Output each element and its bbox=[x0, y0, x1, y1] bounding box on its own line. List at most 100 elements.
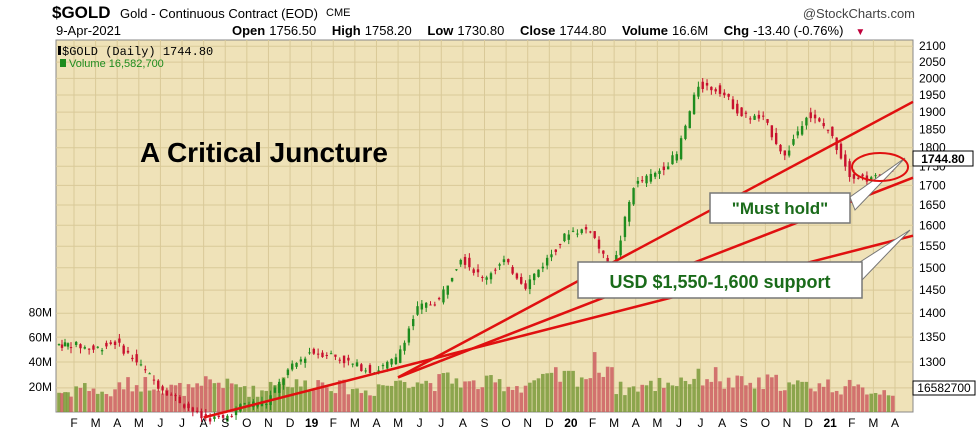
price-tick-label: 2100 bbox=[919, 39, 946, 53]
volume-bar bbox=[385, 385, 390, 412]
volume-bar bbox=[458, 387, 463, 412]
candle-body bbox=[165, 390, 169, 396]
volume-bar bbox=[692, 378, 696, 412]
volume-bar bbox=[100, 391, 104, 412]
candle-body bbox=[753, 115, 756, 120]
volume-bar bbox=[139, 391, 143, 412]
candle-body bbox=[135, 354, 138, 363]
volume-bar bbox=[126, 377, 130, 412]
volume-bar bbox=[104, 394, 109, 412]
volume-bar bbox=[532, 380, 536, 412]
volume-bar bbox=[216, 382, 221, 412]
candle-body bbox=[191, 407, 195, 412]
volume-bar bbox=[791, 384, 796, 412]
candle-body bbox=[796, 131, 799, 136]
candle-body bbox=[494, 269, 497, 271]
down-triangle-icon: ▼ bbox=[855, 27, 866, 38]
symbol: $GOLD bbox=[52, 3, 111, 22]
candle-body bbox=[265, 404, 268, 406]
last-price-tag: 1744.80 bbox=[921, 152, 965, 166]
time-tick-label: M bbox=[609, 416, 619, 430]
candle-body bbox=[671, 155, 674, 165]
candle-body bbox=[636, 180, 640, 184]
candle-body bbox=[701, 81, 704, 89]
chg-value: -13.40 (-0.76%) bbox=[753, 23, 844, 38]
volume-bar bbox=[63, 392, 67, 412]
price-tick-label: 1700 bbox=[919, 178, 946, 192]
candle-body bbox=[316, 353, 320, 355]
candle-body bbox=[554, 249, 557, 252]
volume-bar bbox=[744, 385, 748, 412]
volume-bar bbox=[519, 392, 524, 412]
candle-body bbox=[641, 180, 644, 182]
volume-bar bbox=[679, 377, 683, 412]
candle-body bbox=[459, 259, 462, 265]
candle-body bbox=[96, 346, 99, 348]
volume-bar bbox=[381, 385, 385, 412]
candle-body bbox=[57, 344, 61, 346]
volume-bar bbox=[592, 352, 597, 412]
candle-body bbox=[291, 363, 294, 370]
time-tick-label: F bbox=[70, 416, 77, 430]
time-tick-label: F bbox=[330, 416, 337, 430]
candle-body bbox=[217, 415, 220, 418]
volume-bar bbox=[389, 385, 394, 412]
volume-bar bbox=[623, 395, 627, 412]
candle-body bbox=[347, 357, 350, 361]
volume-bar bbox=[662, 387, 666, 412]
volume-bar bbox=[808, 388, 813, 412]
volume-bar bbox=[191, 387, 195, 412]
volume-bar bbox=[657, 377, 662, 412]
candle-body bbox=[861, 174, 864, 177]
volume-bar bbox=[467, 381, 472, 412]
volume-bar bbox=[800, 381, 804, 412]
time-tick-label: A bbox=[718, 416, 726, 430]
time-tick-label: D bbox=[545, 416, 554, 430]
candle-body bbox=[325, 354, 328, 357]
volume-bar bbox=[700, 385, 705, 412]
time-tick-label: N bbox=[264, 416, 273, 430]
volume-bar bbox=[333, 393, 338, 412]
volume-bar bbox=[242, 386, 247, 412]
volume-bar bbox=[566, 370, 571, 412]
volume-bar bbox=[299, 386, 303, 412]
volume-bar bbox=[484, 375, 489, 412]
time-axis: F M A M J J A S O N D 19 F M A M J J A S O N D 20 F M A M J J A S O N D 21 F… bbox=[70, 416, 899, 430]
candle-body bbox=[489, 273, 493, 280]
must-hold-pointer bbox=[849, 157, 906, 211]
candle-body bbox=[705, 82, 709, 86]
time-tick-label: N bbox=[523, 416, 532, 430]
close-label: Close bbox=[520, 23, 556, 38]
last-price-tag-box bbox=[912, 150, 974, 167]
volume-bar bbox=[415, 382, 420, 412]
price-tick-label: 1500 bbox=[919, 261, 946, 275]
time-tick-label: J bbox=[157, 416, 163, 430]
volume-bar bbox=[553, 367, 558, 412]
price-tick-label: 2000 bbox=[919, 71, 946, 85]
volume-bar bbox=[445, 372, 450, 412]
volume-bar bbox=[407, 388, 411, 412]
candle-body bbox=[338, 359, 341, 361]
candle-body bbox=[420, 303, 424, 310]
brand-logo[interactable]: @StockCharts.com bbox=[802, 6, 915, 21]
time-tick-label: D bbox=[804, 416, 813, 430]
candle-body bbox=[148, 373, 151, 375]
volume-bar bbox=[169, 384, 174, 412]
volume-bar bbox=[873, 392, 878, 412]
volume-bar bbox=[281, 377, 286, 412]
legend-volume: Volume 16,582,700 bbox=[69, 58, 164, 70]
candle-body bbox=[118, 338, 121, 343]
candle-body bbox=[299, 359, 303, 362]
volume-bar bbox=[312, 390, 316, 412]
candle-body bbox=[848, 161, 851, 177]
candle-body bbox=[390, 358, 393, 365]
candle-body bbox=[364, 370, 367, 372]
volume-bar bbox=[394, 380, 398, 412]
candle-body bbox=[813, 114, 817, 119]
candle-body bbox=[498, 264, 501, 266]
volume-bar bbox=[886, 395, 891, 412]
volume-bar bbox=[605, 366, 610, 412]
volume-bar bbox=[420, 383, 424, 412]
time-tick-label: 20 bbox=[564, 416, 578, 430]
candle-body bbox=[230, 415, 233, 417]
